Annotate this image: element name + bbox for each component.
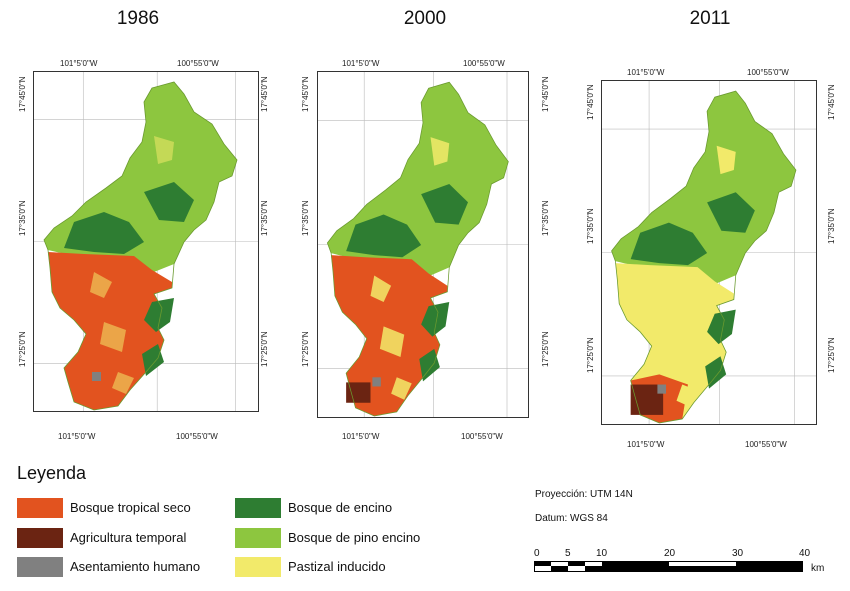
coord-right-mid: 17°35'0"N (541, 200, 550, 236)
land-cover (611, 90, 797, 424)
legend-label: Asentamiento humano (70, 559, 201, 574)
coord-bottom-left: 101°5'0"W (342, 432, 380, 441)
coord-top-right: 100°55'0"W (177, 59, 219, 68)
scale-label: 5 (565, 548, 571, 559)
scale-label: 0 (534, 548, 540, 559)
legend-label: Pastizal inducido (288, 559, 386, 574)
coord-left-mid: 17°35'0"N (301, 200, 310, 236)
land-cover (43, 81, 238, 411)
legend-swatch (17, 528, 63, 548)
legend-label: Bosque de pino encino (288, 530, 421, 545)
map-year-1986: 1986 (116, 8, 160, 29)
coord-left-top: 17°45'0"N (18, 76, 27, 112)
projection-text: Proyección: UTM 14N (535, 489, 633, 500)
land-cover (326, 81, 509, 417)
coord-top-left: 101°5'0"W (342, 59, 380, 68)
coord-right-top: 17°45'0"N (541, 76, 550, 112)
legend-swatch (17, 557, 63, 577)
map-2000 (318, 72, 528, 417)
coord-left-bot: 17°25'0"N (586, 337, 595, 373)
coord-bottom-right: 100°55'0"W (461, 432, 503, 441)
coord-right-top: 17°45'0"N (260, 76, 269, 112)
coord-left-mid: 17°35'0"N (586, 208, 595, 244)
scale-label: 30 (732, 548, 744, 559)
scale-label: 20 (664, 548, 676, 559)
coord-left-bot: 17°25'0"N (301, 331, 310, 367)
coord-top-left: 101°5'0"W (60, 59, 98, 68)
legend-swatch (235, 557, 281, 577)
datum-text: Datum: WGS 84 (535, 513, 608, 524)
scale-label: 40 (799, 548, 811, 559)
coord-bottom-right: 100°55'0"W (745, 440, 787, 449)
coord-right-bot: 17°25'0"N (260, 331, 269, 367)
legend-label: Bosque tropical seco (70, 500, 191, 515)
coord-left-top: 17°45'0"N (586, 84, 595, 120)
coord-right-bot: 17°25'0"N (827, 337, 836, 373)
coord-top-right: 100°55'0"W (747, 68, 789, 77)
scale-label: 10 (596, 548, 608, 559)
legend-label: Bosque de encino (288, 500, 393, 515)
map-panel-2011 (601, 80, 817, 425)
scale-unit: km (811, 563, 825, 574)
map-year-2000: 2000 (403, 8, 447, 29)
coord-bottom-left: 101°5'0"W (627, 440, 665, 449)
map-panel-2000 (317, 71, 529, 418)
coord-right-top: 17°45'0"N (827, 84, 836, 120)
coord-right-bot: 17°25'0"N (541, 331, 550, 367)
map-2011 (602, 81, 816, 424)
legend-swatch (235, 498, 281, 518)
legend-swatch (235, 528, 281, 548)
map-panel-1986 (33, 71, 259, 412)
coord-left-bot: 17°25'0"N (18, 331, 27, 367)
map-1986 (34, 72, 258, 411)
legend-label: Agricultura temporal (70, 530, 187, 545)
coord-right-mid: 17°35'0"N (827, 208, 836, 244)
coord-bottom-right: 100°55'0"W (176, 432, 218, 441)
coord-top-left: 101°5'0"W (627, 68, 665, 77)
coord-left-top: 17°45'0"N (301, 76, 310, 112)
coord-bottom-left: 101°5'0"W (58, 432, 96, 441)
legend-swatch (17, 498, 63, 518)
map-year-2011: 2011 (689, 8, 731, 29)
coord-left-mid: 17°35'0"N (18, 200, 27, 236)
legend-title: Leyenda (17, 463, 87, 483)
scale-bar (534, 561, 803, 572)
coord-right-mid: 17°35'0"N (260, 200, 269, 236)
coord-top-right: 100°55'0"W (463, 59, 505, 68)
